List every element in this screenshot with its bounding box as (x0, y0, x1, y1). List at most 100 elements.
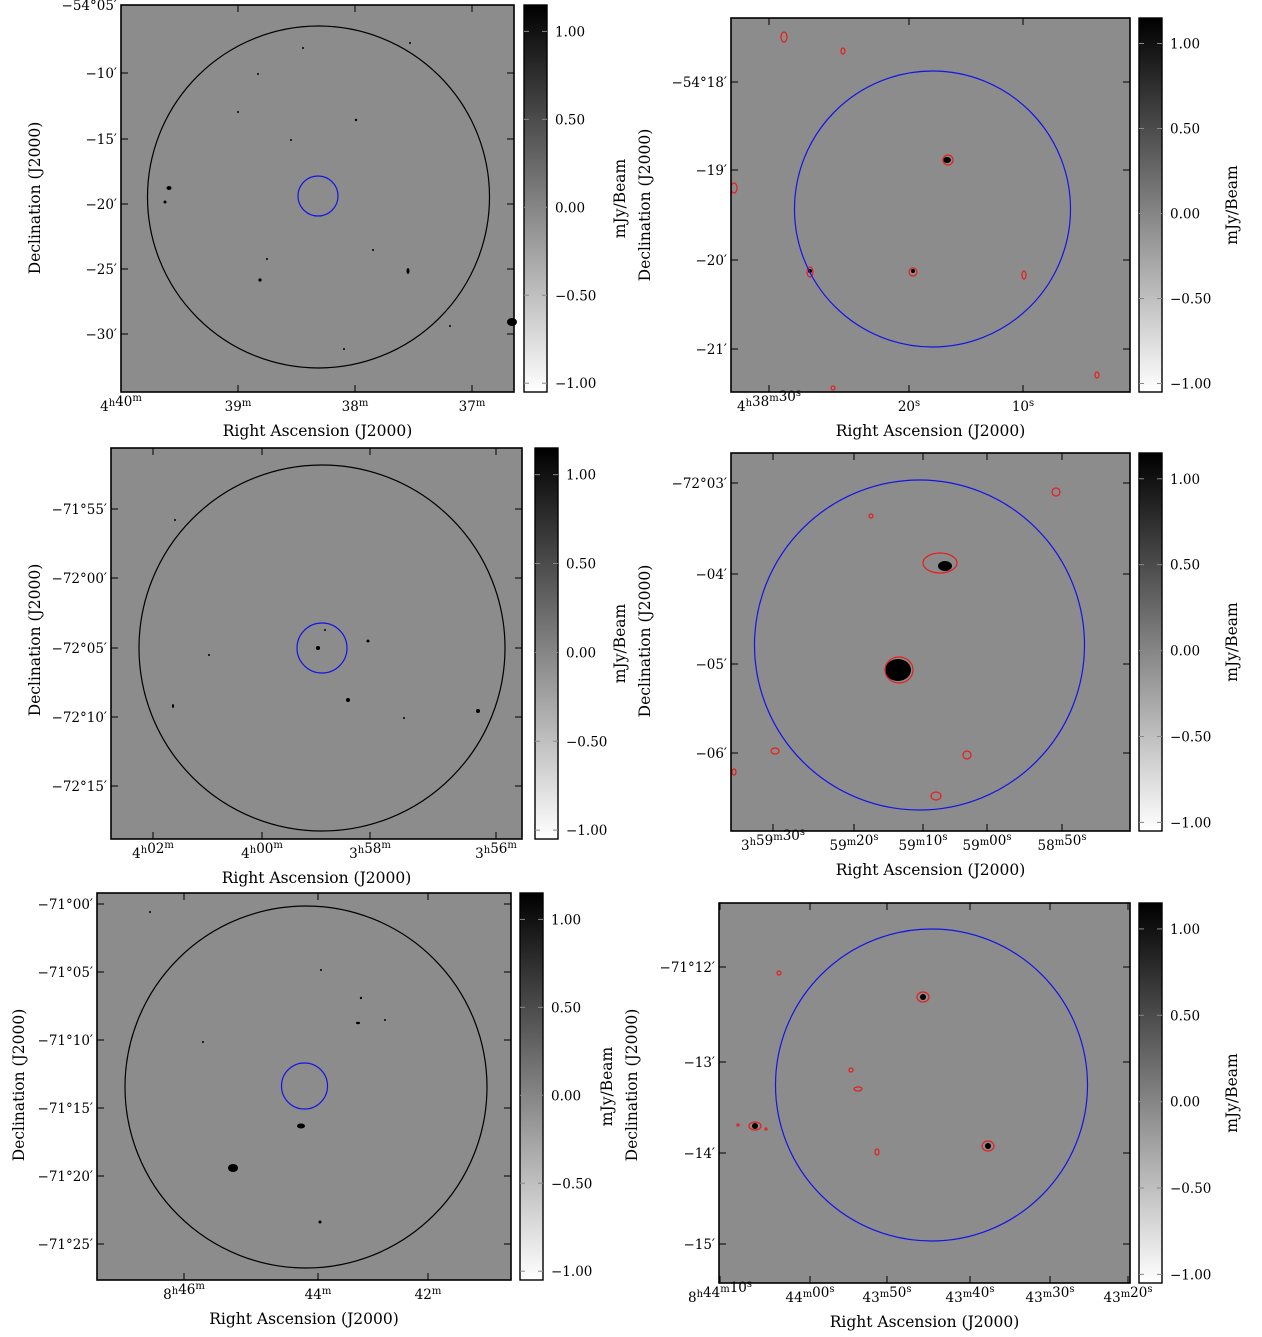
contour (748, 1121, 762, 1131)
zoom-region-circle (774, 928, 1089, 1242)
panel-1-wide: 4h40m 39m 38m 37m −54°05′ −10′ −15′ −20′ −25′ −30… (26, 0, 629, 440)
axes-frame (718, 902, 1131, 1284)
contour (853, 1086, 863, 1092)
y-tick-label: −04′ (695, 567, 727, 583)
source-blob (985, 1143, 991, 1149)
contour (922, 552, 958, 574)
contour (806, 266, 814, 278)
colorbar-tick-label: 1.00 (1170, 37, 1200, 53)
source-blob (290, 139, 292, 141)
colorbar-tick-label: 0.00 (1170, 1095, 1200, 1111)
source-blob (403, 717, 405, 719)
colorbar-label: mJy/Beam (1223, 165, 1241, 245)
contour (780, 31, 788, 43)
source-blob (920, 994, 926, 1000)
panel-3-zoom: 8h44m10s 44m00s 43m50s 43m40s 43m30s 43m20s −7… (623, 902, 1241, 1331)
colorbar-tick-label: −0.50 (566, 734, 607, 750)
colorbar-tick-label: 1.00 (551, 912, 581, 928)
x-tick-label: 59m10s (899, 832, 948, 854)
radio-image (731, 18, 1130, 392)
source-blob (320, 969, 322, 971)
colorbar-tick-label: 1.00 (566, 468, 596, 484)
colorbar-tick-label: 0.50 (1170, 122, 1200, 138)
x-tick-label: 39m (225, 398, 252, 415)
contour (1094, 371, 1100, 379)
x-tick-label: 4h40m (100, 393, 142, 415)
y-tick-label: −25′ (85, 262, 117, 278)
y-tick-label: −20′ (85, 197, 117, 213)
panel-2-wide: 4h02m 4h00m 3h58m 3h56m −71°55′ −72°00′ −72°05… (26, 447, 629, 887)
radio-image (731, 453, 1130, 831)
contour (1021, 270, 1027, 280)
source-blob (507, 318, 517, 326)
colorbar-tick-label: 0.50 (555, 112, 585, 128)
contour (930, 791, 942, 801)
y-tick-label: −72°00′ (52, 571, 107, 587)
contour (736, 1123, 740, 1127)
x-axis-label: Right Ascension (J2000) (830, 1313, 1020, 1331)
source-blob (359, 996, 363, 1000)
x-tick-label: 8h46m (163, 1281, 205, 1303)
contour (874, 1148, 880, 1156)
colorbar-gradient (534, 447, 559, 840)
x-tick-label: 3h58m (349, 840, 391, 862)
x-tick-label: 38m (342, 398, 369, 415)
y-axis-label: Declination (J2000) (623, 1009, 641, 1162)
source-blob (372, 249, 374, 251)
source-blob (346, 698, 350, 702)
colorbar-tick-label: 1.00 (555, 24, 585, 40)
y-tick-label: −30′ (85, 327, 117, 343)
colorbar-tick-label: −1.00 (555, 376, 596, 392)
colorbar-tick-label: 0.00 (555, 200, 585, 216)
colorbar: 1.00 0.50 0.00 −0.50 −1.00 mJy/Beam (523, 4, 629, 393)
zoom-region-circle (793, 70, 1072, 348)
y-tick-label: −19′ (695, 163, 727, 179)
colorbar-tick-label: −1.00 (1170, 377, 1211, 393)
source-blob (943, 157, 951, 163)
x-tick-label: 4h38m30s (737, 388, 801, 415)
axes-frame (730, 17, 1131, 393)
source-blob (228, 1164, 238, 1172)
x-tick-label: 37m (459, 398, 486, 415)
colorbar-tick-label: 0.50 (566, 557, 596, 573)
source-blob (885, 659, 911, 681)
radio-image (97, 893, 511, 1280)
source-blob (406, 268, 410, 274)
axes-frame (110, 447, 523, 840)
contour (916, 991, 930, 1003)
source-blob (318, 1220, 322, 1224)
contour (981, 1140, 995, 1152)
contour (830, 385, 836, 391)
source-blob (237, 111, 239, 113)
x-tick-label: 58m50s (1038, 832, 1087, 854)
y-tick-label: −05′ (695, 657, 727, 673)
axes-frame (120, 4, 515, 393)
contour (868, 513, 874, 519)
x-tick-label: 44m00s (786, 1284, 835, 1306)
x-axis-label: Right Ascension (J2000) (209, 1310, 399, 1328)
y-tick-label: −14′ (683, 1146, 715, 1162)
y-tick-label: −71°00′ (38, 897, 93, 913)
source-blob (752, 1123, 758, 1129)
source-blob (257, 73, 259, 75)
y-tick-label: −54°18′ (672, 75, 727, 91)
colorbar-gradient (1138, 452, 1163, 832)
x-tick-label: 44m (305, 1286, 332, 1303)
zoom-region-circle (753, 479, 1086, 811)
y-tick-label: −72°15′ (52, 779, 107, 795)
y-axis-label: Declination (J2000) (636, 129, 654, 282)
colorbar-tick-label: 0.50 (1170, 1008, 1200, 1024)
source-blob (266, 258, 268, 260)
y-tick-label: −10′ (85, 66, 117, 82)
x-tick-label: 20s (898, 398, 920, 415)
colorbar-label: mJy/Beam (611, 604, 629, 684)
y-axis-label: Declination (J2000) (26, 564, 44, 717)
zoom-region-circle (280, 1062, 329, 1110)
source-blob (938, 561, 952, 571)
contour (840, 47, 846, 55)
x-tick-label: 3h59m30s (741, 827, 805, 854)
y-tick-label: −71°12′ (660, 960, 715, 976)
colorbar-gradient (1138, 902, 1163, 1284)
primary-beam-circle (124, 905, 488, 1269)
y-tick-label: −72°03′ (672, 476, 727, 492)
